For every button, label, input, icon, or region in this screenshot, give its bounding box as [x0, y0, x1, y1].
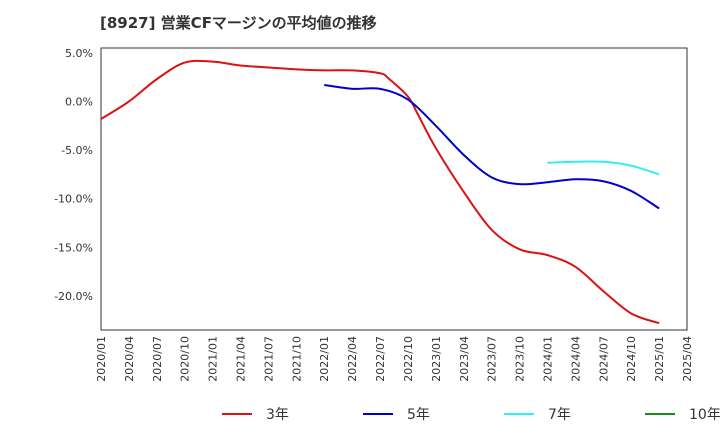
x-tick-label: 2020/10 [179, 336, 192, 382]
x-tick-label: 2025/04 [681, 336, 694, 382]
plot-frame [100, 47, 688, 331]
y-tick-label: 5.0% [65, 47, 93, 60]
series-lines [100, 59, 660, 325]
axes: 2020/01 2020/04 2020/07 2020/10 2021/01 2021/… [54, 47, 694, 382]
x-tick-label: 2021/10 [290, 336, 303, 382]
x-tick-label: 2022/01 [318, 336, 331, 382]
x-tick-label: 2023/04 [458, 336, 471, 382]
legend: 3年 5年 7年 10年 [222, 407, 720, 423]
x-tick-label: 2021/07 [262, 336, 275, 382]
x-tick-label: 2022/10 [402, 336, 415, 382]
x-tick-label: 2022/07 [374, 336, 387, 382]
legend-label: 5年 [407, 407, 430, 423]
y-tick-label: -20.0% [54, 290, 93, 303]
y-tick-label: -10.0% [54, 193, 93, 206]
y-tick-label: -15.0% [54, 241, 93, 254]
legend-label: 7年 [548, 407, 571, 423]
x-tick-label: 2023/07 [486, 336, 499, 382]
x-tick-label: 2020/07 [151, 336, 164, 382]
x-tick-label: 2020/04 [123, 336, 136, 382]
x-tick-label: 2021/01 [207, 336, 220, 382]
x-tick-label: 2022/04 [346, 336, 359, 382]
legend-label: 10年 [689, 407, 720, 423]
x-tick-label: 2024/10 [625, 336, 638, 382]
y-tick-label: 0.0% [65, 95, 93, 108]
x-tick-label: 2025/01 [653, 336, 666, 382]
series-line-7年 [547, 160, 660, 176]
x-tick-label: 2023/01 [430, 336, 443, 382]
legend-label: 3年 [266, 407, 289, 423]
chart-title: [8927] 営業CFマージンの平均値の推移 [100, 14, 377, 32]
x-tick-label: 2024/07 [597, 336, 610, 382]
x-tick-label: 2023/10 [514, 336, 527, 382]
x-tick-label: 2024/01 [541, 336, 554, 382]
x-tick-label: 2021/04 [235, 336, 248, 382]
x-tick-label: 2024/04 [569, 336, 582, 382]
series-line-5年 [324, 83, 660, 210]
series-line-3年 [100, 59, 660, 325]
y-tick-label: -5.0% [61, 144, 93, 157]
x-tick-label: 2020/01 [95, 336, 108, 382]
